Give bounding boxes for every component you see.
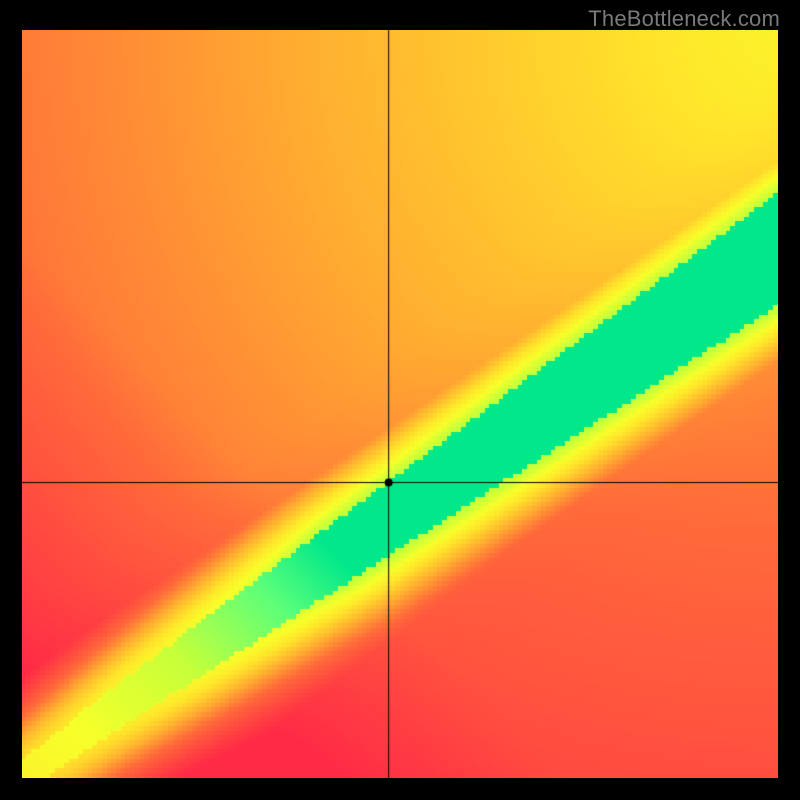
watermark-text: TheBottleneck.com: [588, 6, 780, 32]
bottleneck-heatmap: [22, 30, 778, 778]
chart-container: TheBottleneck.com: [0, 0, 800, 800]
